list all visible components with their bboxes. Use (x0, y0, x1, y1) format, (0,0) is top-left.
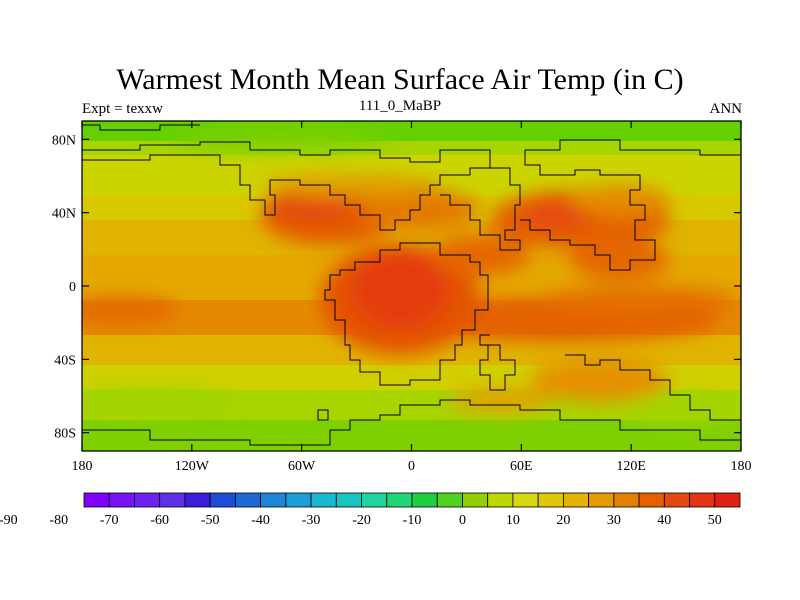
colorbar-swatch (689, 492, 716, 508)
x-tick-label: 60W (288, 459, 316, 474)
colorbar-label: -60 (150, 513, 169, 528)
colorbar-label: 30 (607, 513, 621, 528)
colorbar-swatch (184, 492, 211, 508)
colorbar-label: -30 (302, 513, 321, 528)
y-tick-label: 80S (54, 427, 76, 442)
colorbar-swatch (663, 492, 690, 508)
colorbar-swatch (234, 492, 262, 508)
x-tick-label: 120W (175, 459, 210, 474)
colorbar-label: -40 (251, 513, 270, 528)
colorbar-swatch (562, 492, 590, 508)
colorbar-swatch (436, 492, 463, 508)
colorbar-swatch (335, 492, 362, 508)
colorbar-swatch (613, 492, 640, 508)
x-tick-label: 180 (72, 459, 93, 474)
colorbar-swatch (537, 492, 564, 508)
map-title: Warmest Month Mean Surface Air Temp (in … (116, 63, 684, 96)
colorbar-swatch (411, 492, 438, 508)
x-tick-label: 0 (408, 459, 415, 474)
experiment-label: Expt = texxw (82, 101, 163, 117)
colorbar-swatch (260, 492, 287, 508)
colorbar-swatch (638, 492, 665, 508)
x-tick-label: 120E (616, 459, 646, 474)
season-label: ANN (709, 101, 743, 117)
colorbar-swatch (462, 492, 489, 508)
y-tick-label: 80N (52, 133, 76, 148)
colorbar-swatch (285, 492, 312, 508)
colorbar-label: -10 (403, 513, 422, 528)
time-period-label: 111_0_MaBP (358, 98, 442, 114)
colorbar-label: -50 (201, 513, 220, 528)
colorbar-label: 20 (556, 513, 570, 528)
colorbar-label: -20 (352, 513, 371, 528)
colorbar-label: -90 (0, 513, 18, 528)
colorbar-swatch (714, 492, 741, 508)
axis-ticks: 180 120W 60W 0 60E 120E 180 80N 40N 0 40S 80S (52, 121, 752, 474)
x-tick-label: 180 (731, 459, 752, 474)
y-tick-label: 0 (69, 280, 76, 295)
colorbar-label: 10 (506, 513, 520, 528)
colorbar-swatch (487, 492, 514, 508)
colorbar-label: 0 (459, 513, 466, 528)
y-tick-label: 40N (52, 207, 76, 222)
colorbar-label: -70 (100, 513, 119, 528)
colorbar-swatch (588, 492, 615, 508)
colorbar-swatch (512, 492, 539, 508)
colorbar-swatch (361, 492, 388, 508)
colorbar-label: -80 (49, 513, 68, 528)
colorbar: -90 -80 -70 -60 -50 -40 -30 -20 -10 0 10 20 30 40 50 (0, 492, 741, 528)
colorbar-swatch (386, 492, 413, 508)
colorbar-swatch (209, 492, 236, 508)
colorbar-swatch (134, 492, 161, 508)
coastlines (82, 124, 741, 446)
colorbar-swatch (159, 492, 186, 508)
colorbar-label: 50 (708, 513, 722, 528)
temperature-field (82, 121, 741, 451)
colorbar-label: 40 (657, 513, 671, 528)
y-tick-label: 40S (54, 353, 76, 368)
colorbar-swatch (83, 492, 110, 508)
colorbar-swatch (310, 492, 337, 508)
colorbar-swatch (108, 492, 135, 508)
x-tick-label: 60E (510, 459, 533, 474)
